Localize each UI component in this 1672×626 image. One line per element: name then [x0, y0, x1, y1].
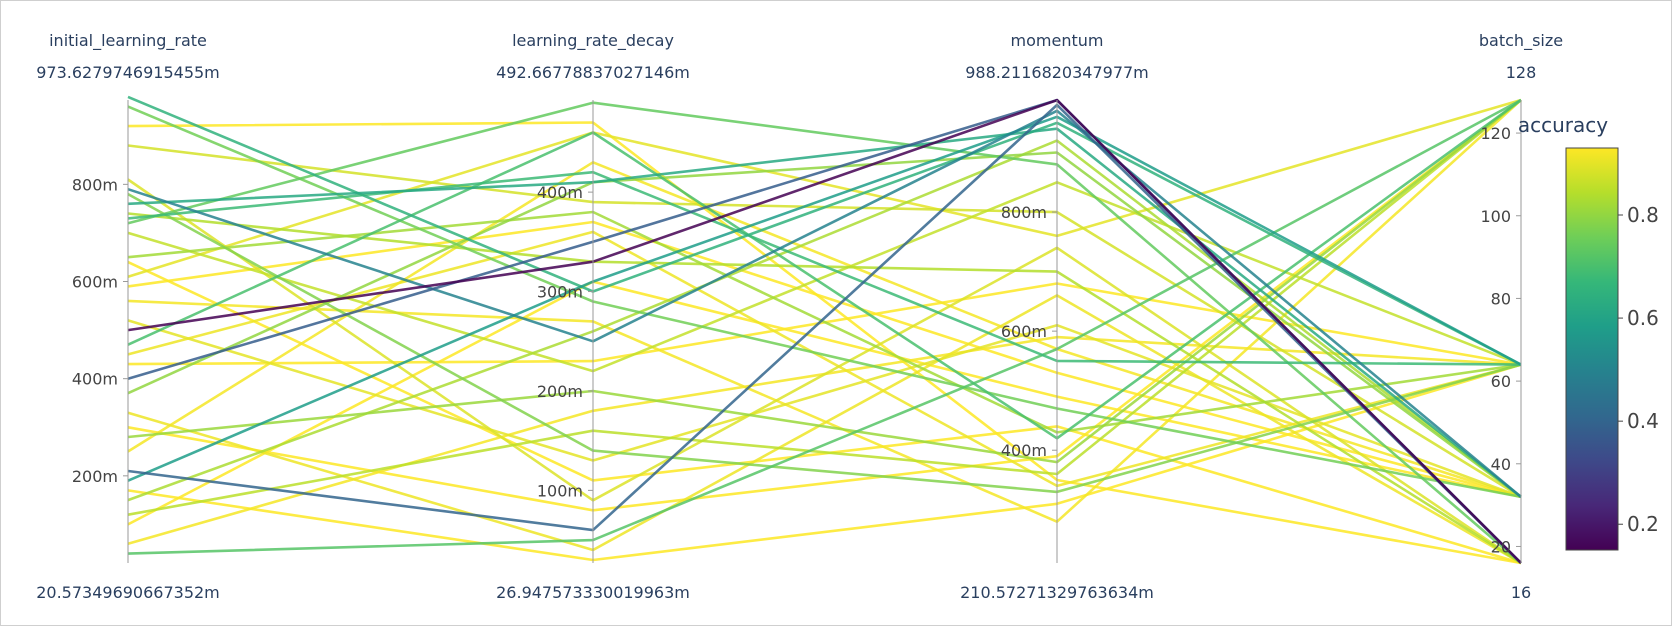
axis-min-label: 20.57349690667352m — [36, 583, 220, 602]
data-polyline — [127, 139, 1522, 502]
colorbar-ticks: 0.2 0.4 0.6 0.8 — [1618, 203, 1659, 536]
data-polyline — [127, 363, 1522, 562]
data-polyline — [127, 109, 1522, 498]
axis-tick-label: 120 — [1480, 124, 1511, 143]
axis-tick-label: 800m — [1001, 203, 1047, 222]
axis-tick-label: 80 — [1491, 289, 1511, 308]
axis-tick-label: 60 — [1491, 372, 1511, 391]
colorbar: accuracy 0.2 0.4 0.6 0.8 — [1518, 113, 1659, 551]
data-polyline — [127, 115, 1522, 482]
data-polyline — [127, 319, 1522, 499]
data-polyline — [127, 98, 1522, 555]
axis-tick-label: 200m — [537, 382, 583, 401]
axis-tick-label: 20 — [1491, 537, 1511, 556]
axes-layer: initial_learning_rate 973.6279746915455m 2… — [36, 31, 1563, 602]
data-polyline — [127, 260, 1522, 565]
axis-tick-label: 600m — [72, 273, 118, 292]
axis-max-label: 973.6279746915455m — [36, 63, 220, 82]
axis-min-label: 26.947573330019963m — [496, 583, 690, 602]
axis-max-label: 128 — [1506, 63, 1537, 82]
axis-max-label: 492.66778837027146m — [496, 63, 690, 82]
colorbar-gradient — [1565, 147, 1619, 551]
axis-tick-label: 400m — [72, 370, 118, 389]
axis-tick-label: 400m — [537, 183, 583, 202]
data-polyline — [127, 98, 1522, 516]
axis-tick-label: 200m — [72, 467, 118, 486]
polylines-layer — [127, 95, 1522, 565]
data-polyline — [127, 127, 1522, 498]
colorbar-tick-label: 0.8 — [1627, 203, 1659, 227]
data-polyline — [127, 192, 1522, 494]
axis-title: initial_learning_rate — [49, 31, 207, 51]
axis-title: learning_rate_decay — [512, 31, 674, 51]
axis-momentum[interactable]: momentum 988.2116820347977m 210.5727132976… — [960, 31, 1154, 602]
data-polyline — [127, 178, 1522, 565]
data-polyline — [127, 121, 1522, 565]
colorbar-tick-label: 0.6 — [1627, 306, 1659, 330]
axis-tick-label: 800m — [72, 175, 118, 194]
axis-max-label: 988.2116820347977m — [965, 63, 1149, 82]
data-polyline — [127, 105, 1522, 499]
colorbar-tick-label: 0.2 — [1627, 512, 1659, 536]
data-polyline — [127, 98, 1522, 464]
data-polyline — [127, 98, 1522, 564]
data-polyline — [127, 99, 1522, 524]
data-polyline — [127, 103, 1522, 564]
data-polyline — [127, 151, 1522, 498]
axis-batch-size[interactable]: batch_size 128 16 20 40 60 80 100 120 — [1479, 31, 1563, 602]
axis-title: batch_size — [1479, 31, 1563, 51]
axis-tick-label: 100 — [1480, 207, 1511, 226]
axis-tick-label: 600m — [1001, 322, 1047, 341]
data-polyline — [127, 98, 1522, 512]
data-polyline — [127, 230, 1522, 488]
data-polyline — [127, 280, 1522, 526]
colorbar-title: accuracy — [1518, 113, 1608, 137]
axis-tick-label: 40 — [1491, 455, 1511, 474]
data-polyline — [127, 181, 1522, 373]
axis-min-label: 210.57271329763634m — [960, 583, 1154, 602]
data-polyline — [127, 98, 1522, 440]
axis-tick-label: 400m — [1001, 441, 1047, 460]
axis-learning-rate-decay[interactable]: learning_rate_decay 492.66778837027146m 26… — [496, 31, 690, 602]
axis-initial-learning-rate[interactable]: initial_learning_rate 973.6279746915455m 2… — [36, 31, 220, 602]
data-polyline — [127, 161, 1522, 499]
data-polyline — [127, 210, 1522, 434]
colorbar-tick-label: 0.4 — [1627, 409, 1659, 433]
axis-tick-label: 300m — [537, 283, 583, 302]
axis-tick-label: 100m — [537, 481, 583, 500]
axis-title: momentum — [1011, 31, 1104, 50]
axis-min-label: 16 — [1511, 583, 1531, 602]
